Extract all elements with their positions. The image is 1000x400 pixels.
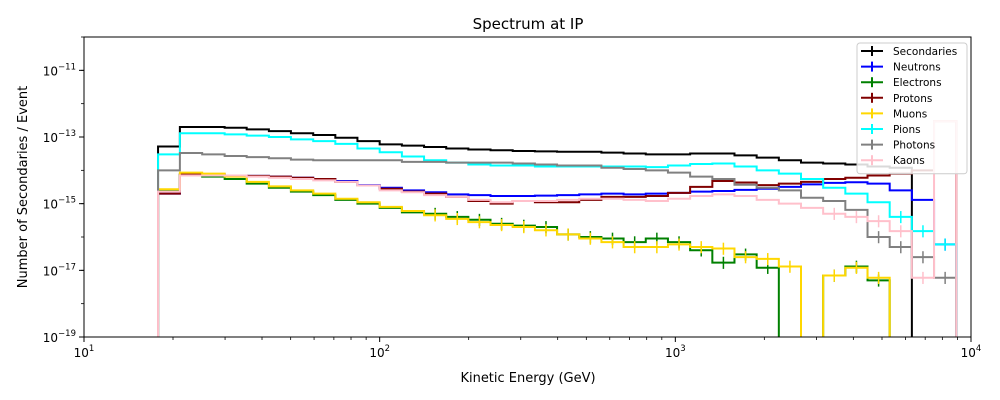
legend-label: Kaons [893,155,925,167]
y-tick-label: 10−15 [43,196,76,212]
series-line-secondaries [157,125,913,337]
legend-entry: Electrons [861,77,942,89]
legend-entry: Neutrons [861,61,941,74]
legend-label: Pions [893,124,921,136]
x-tick-label: 101 [74,344,95,360]
series-line-muons [157,171,891,337]
legend-label: Protons [893,93,932,105]
x-tick-label: 102 [369,344,390,360]
legend-entry: Pions [861,124,921,136]
y-tick-label: 10−13 [43,129,76,145]
series-kaons [157,120,958,337]
series-secondaries [157,125,913,337]
legend-label: Photons [893,140,935,152]
legend-entry: Protons [861,92,932,105]
plot-area [157,120,958,337]
series-group [157,120,958,337]
legend-label: Electrons [893,77,942,89]
legend-entry: Secondaries [861,46,957,58]
series-line-pions [157,132,958,337]
chart-title: Spectrum at IP [473,15,584,33]
series-pions [157,132,958,337]
series-muons [157,171,891,337]
legend-entry: Photons [861,139,935,152]
legend-label: Neutrons [893,62,941,74]
x-axis-label: Kinetic Energy (GeV) [460,371,595,386]
y-tick-label: 10−19 [43,329,76,345]
legend-label: Secondaries [893,46,957,58]
legend-entry: Muons [861,108,927,120]
legend-label: Muons [893,108,927,120]
x-tick-label: 104 [961,344,982,360]
legend-entry: Kaons [861,155,925,167]
series-photons [157,152,958,337]
axes-frame [83,36,972,338]
x-tick-label: 103 [665,344,686,360]
y-tick-label: 10−17 [43,262,76,278]
axes: 101 102 103 104 10−19 10−17 10−15 10−13 10−11 [43,36,982,360]
legend-box [856,42,968,175]
y-axis-label: Number of Secondaries / Event [16,86,31,288]
y-tick-label: 10−11 [43,62,76,78]
series-line-photons [157,152,958,337]
legend: Secondaries Neutrons Electrons Protons Muons… [856,42,968,175]
